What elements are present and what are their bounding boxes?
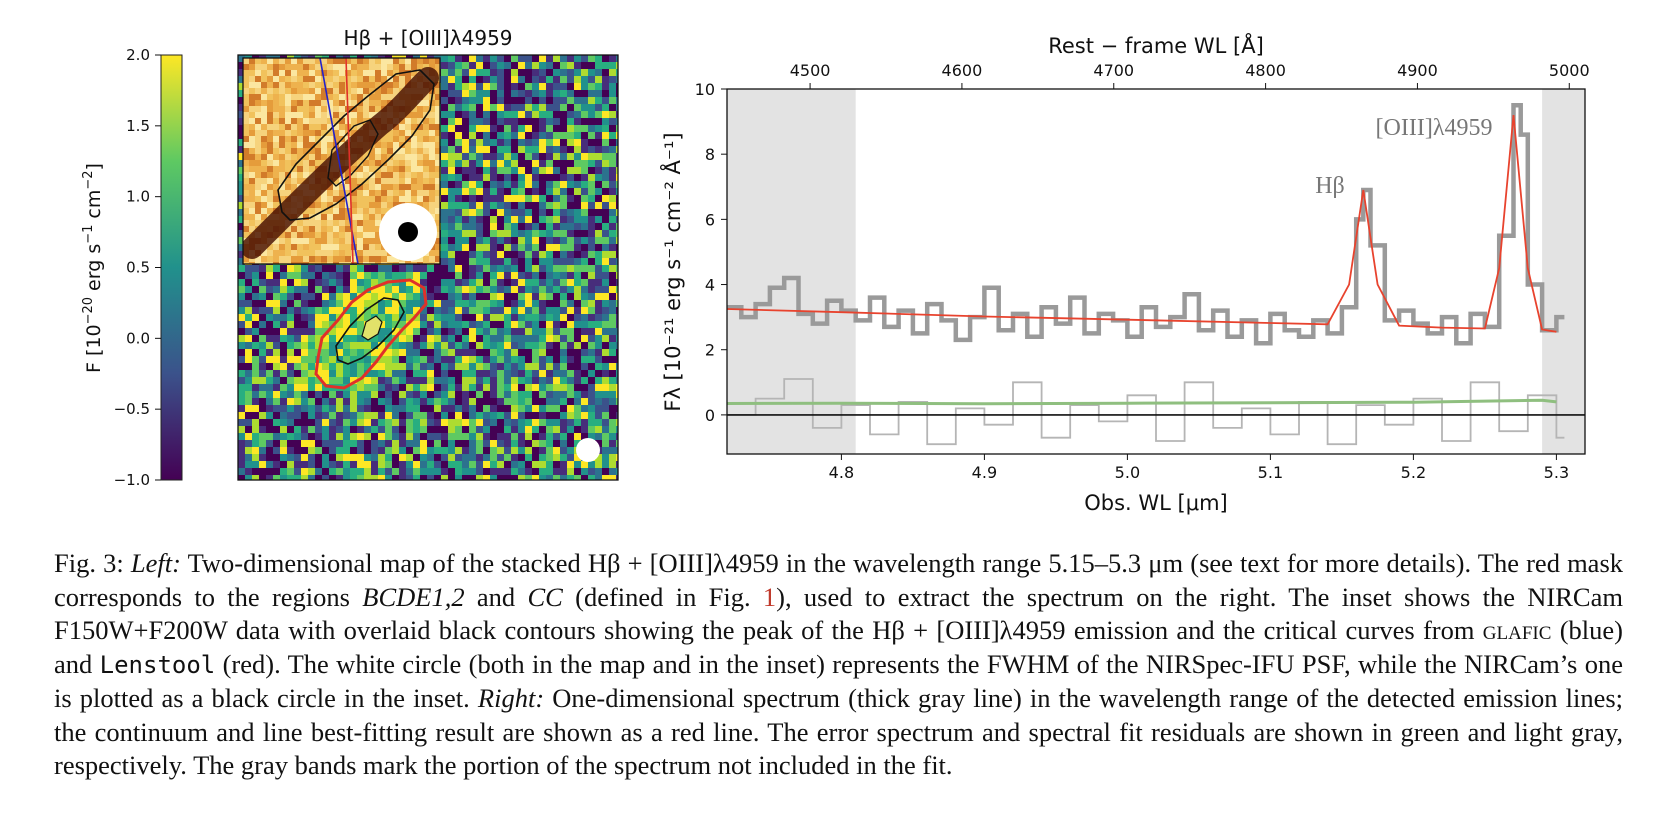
obs-tick-label: 4.9 [972,463,997,482]
colorbar-ticks: 2.0 1.5 1.0 0.5 0.0 −0.5 −1.0 [114,46,161,489]
figure-reference-link[interactable]: 1 [762,581,777,612]
obs-tick-label: 4.8 [829,463,854,482]
flux-tick-label: 8 [705,145,715,164]
rest-tick-label: 5000 [1549,61,1590,80]
colorbar-tick-label: 1.5 [126,117,150,135]
spectrum-ticks: 4.8 4.9 5.0 5.1 5.2 5.3 4500 4600 4700 4800 4900 50… [695,61,1590,482]
error-spectrum [727,398,1557,406]
flux-tick-label: 0 [705,406,715,425]
map-title: Hβ + [OIII]λ4959 [343,26,512,50]
flux-tick-label: 2 [705,341,715,360]
nircam-inset [242,57,441,265]
colorbar [160,54,183,481]
best-fit [727,115,1557,333]
colorbar-tick-label: −1.0 [114,471,150,489]
residual-spectrum [727,378,1565,446]
obs-tick-label: 5.0 [1115,463,1140,482]
colorbar-label: F [10−20 erg s−1 cm−2] [81,163,105,373]
hbeta-label: Hβ [1315,173,1345,199]
rest-tick-label: 4800 [1245,61,1286,80]
caption-left-tag: Left: [130,548,181,578]
masked-bands [727,89,1585,454]
flux-axis-label: Fλ [10⁻²¹ erg s⁻¹ cm⁻² Å⁻¹] [659,132,685,411]
obs-axis-label: Obs. WL [μm] [1084,491,1228,515]
rest-tick-label: 4600 [942,61,983,80]
inset-contour-outer [277,69,435,221]
flux-tick-label: 10 [695,80,715,99]
nircam-psf-circle [398,222,418,242]
obs-tick-label: 5.3 [1544,463,1569,482]
rest-tick-label: 4700 [1093,61,1134,80]
colorbar-tick-label: 1.0 [126,188,150,206]
obs-tick-label: 5.2 [1401,463,1426,482]
map-frame [237,54,619,481]
colorbar-tick-label: 0.0 [126,329,150,347]
inset-pixels [243,58,440,264]
excluded-band [727,89,856,454]
lenstool-critical-curve [345,58,354,264]
colorbar-tick-label: −0.5 [114,400,150,418]
map-contour-outer [335,297,405,365]
flux-tick-label: 4 [705,276,715,295]
ifu-psf-circle [576,438,600,462]
map-contour-inner [361,315,383,341]
caption-right-tag: Right: [477,683,545,713]
excluded-band [1542,89,1585,454]
inset-contour-inner [327,119,379,187]
data-spectrum [727,103,1565,346]
flux-tick-label: 6 [705,210,715,229]
rest-tick-label: 4900 [1397,61,1438,80]
obs-tick-label: 5.1 [1258,463,1283,482]
spectrum-series [727,103,1585,446]
rest-frame-axis-label: Rest − frame WL [Å] [1048,32,1264,58]
extraction-mask [314,278,428,390]
caption-label: Fig. 3: [54,548,131,578]
spectrum-plot: 4.8 4.9 5.0 5.1 5.2 5.3 4500 4600 4700 4800 4900 50… [659,32,1590,515]
oiii-label: [OIII]λ4959 [1376,115,1493,141]
colorbar-tick-label: 2.0 [126,46,150,64]
figure-caption: Fig. 3: Left: Two-dimensional map of the… [54,548,1624,780]
rest-tick-label: 4500 [790,61,831,80]
lensed-arc [243,67,439,259]
colorbar-tick-label: 0.5 [126,259,150,277]
figure: 2.0 1.5 1.0 0.5 0.0 −0.5 −1.0 F [10−20 erg s−1… [81,26,1590,515]
